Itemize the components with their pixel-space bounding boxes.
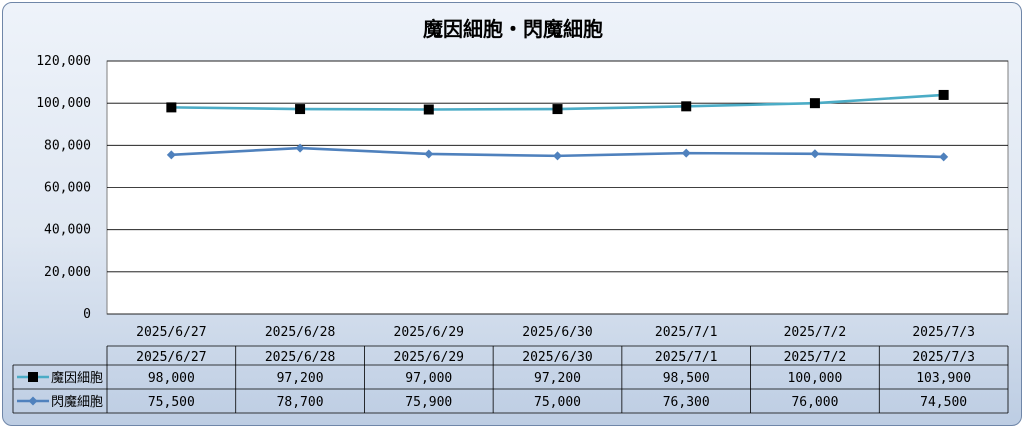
y-tick-label: 120,000 — [36, 54, 91, 69]
y-tick-label: 0 — [83, 307, 91, 322]
y-tick-label: 40,000 — [44, 223, 91, 238]
table-cell: 75,000 — [534, 395, 581, 410]
table-header-cell: 2025/7/1 — [655, 350, 718, 365]
legend-key-marker — [28, 396, 38, 406]
data-point — [166, 102, 177, 113]
series-layer — [166, 89, 949, 162]
gridlines — [107, 60, 1008, 315]
table-header-cell: 2025/6/27 — [136, 350, 206, 365]
data-point — [295, 143, 305, 153]
legend-label: 魔因細胞 — [51, 371, 103, 386]
chart-title: 魔因細胞・閃魔細胞 — [423, 17, 603, 41]
y-tick-label: 100,000 — [36, 96, 91, 111]
data-point — [939, 152, 949, 162]
data-point — [809, 98, 820, 109]
table-cell: 75,500 — [148, 395, 195, 410]
y-axis: 0 20,000 40,000 60,000 80,000 100,000 120,000 — [36, 54, 91, 322]
table-header-cell: 2025/7/2 — [784, 350, 847, 365]
table-header-cell: 2025/6/28 — [265, 350, 335, 365]
table-cell: 100,000 — [788, 371, 843, 386]
table-cell: 98,500 — [663, 371, 710, 386]
series-2 — [166, 143, 949, 162]
data-point — [938, 89, 949, 100]
data-point — [681, 101, 692, 112]
table-header-cell: 2025/6/29 — [394, 350, 464, 365]
data-point — [810, 149, 820, 159]
table-row: 閃魔細胞 75,500 78,700 75,900 75,000 76,300 76,000… — [17, 395, 967, 410]
data-point — [166, 150, 176, 160]
data-point — [424, 149, 434, 159]
x-tick-label: 2025/6/30 — [522, 325, 592, 340]
series-1 — [166, 89, 949, 115]
x-axis: 2025/6/27 2025/6/28 2025/6/29 2025/6/30 2025… — [136, 325, 975, 340]
table-cell: 97,200 — [534, 371, 581, 386]
x-tick-label: 2025/7/2 — [784, 325, 847, 340]
legend-key-marker — [28, 372, 38, 382]
table-cell: 78,700 — [277, 395, 324, 410]
table-cell: 98,000 — [148, 371, 195, 386]
x-tick-label: 2025/7/3 — [912, 325, 975, 340]
legend-label: 閃魔細胞 — [51, 395, 103, 410]
x-tick-label: 2025/6/29 — [394, 325, 464, 340]
data-point — [295, 104, 306, 115]
x-tick-label: 2025/6/28 — [265, 325, 335, 340]
table-header-cell: 2025/6/30 — [522, 350, 592, 365]
y-tick-label: 80,000 — [44, 138, 91, 153]
y-tick-label: 60,000 — [44, 181, 91, 196]
table-cell: 97,000 — [405, 371, 452, 386]
table-cell: 76,000 — [791, 395, 838, 410]
y-tick-label: 20,000 — [44, 265, 91, 280]
line-chart: 魔因細胞・閃魔細胞 0 20,000 40,000 60,000 80,000 100,0… — [12, 17, 1009, 414]
table-cell: 97,200 — [277, 371, 324, 386]
data-point — [553, 151, 562, 161]
x-tick-label: 2025/7/1 — [655, 325, 718, 340]
table-header-cell: 2025/7/3 — [912, 350, 975, 365]
table-cell: 74,500 — [920, 395, 967, 410]
data-point — [681, 148, 691, 158]
data-point — [423, 104, 434, 115]
table-row: 魔因細胞 98,000 97,200 97,000 97,200 98,500 100,00… — [17, 371, 971, 386]
data-point — [552, 104, 563, 115]
x-tick-label: 2025/6/27 — [136, 325, 206, 340]
table-cell: 75,900 — [405, 395, 452, 410]
data-table: 2025/6/27 2025/6/28 2025/6/29 2025/6/30 2025… — [12, 345, 1009, 414]
table-cell: 76,300 — [663, 395, 710, 410]
table-cell: 103,900 — [916, 371, 971, 386]
